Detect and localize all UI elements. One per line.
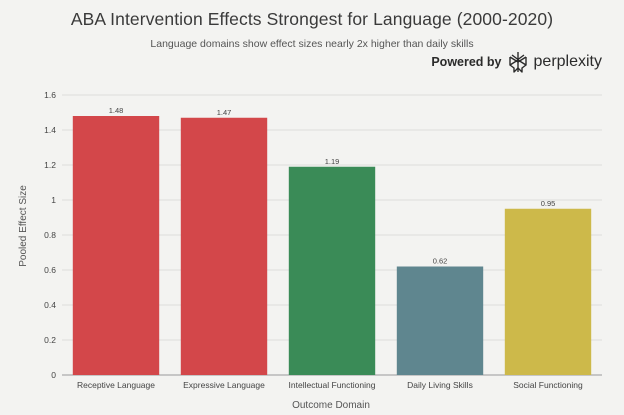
y-tick-label: 0.4: [44, 300, 56, 310]
brand-prefix: Powered by: [431, 55, 502, 69]
data-label: 0.62: [433, 257, 448, 266]
y-tick-label: 1.6: [44, 90, 56, 100]
x-axis-title: Outcome Domain: [292, 400, 370, 411]
bar: [72, 116, 160, 375]
x-category-label: Intellectual Functioning: [289, 380, 376, 390]
y-axis-title: Pooled Effect Size: [18, 185, 29, 267]
data-label: 1.48: [109, 106, 124, 115]
y-tick-label: 1.2: [44, 160, 56, 170]
bar: [396, 266, 484, 375]
x-category-label: Expressive Language: [183, 380, 265, 390]
y-tick-label: 1.4: [44, 125, 56, 135]
x-category-label: Daily Living Skills: [407, 380, 473, 390]
bar: [180, 117, 268, 375]
chart-title: ABA Intervention Effects Strongest for L…: [70, 9, 554, 29]
chart-subtitle: Language domains show effect sizes nearl…: [150, 38, 474, 50]
bar: [504, 208, 592, 375]
data-label: 1.47: [217, 108, 232, 117]
x-category-label: Social Functioning: [513, 380, 583, 390]
powered-by-badge: Powered by perplexity: [431, 51, 602, 73]
bar: [288, 166, 376, 375]
y-tick-label: 0.2: [44, 335, 56, 345]
y-tick-label: 1: [51, 195, 56, 205]
perplexity-logo-icon: [508, 52, 527, 73]
y-tick-label: 0.8: [44, 230, 56, 240]
data-label: 1.19: [325, 157, 340, 166]
y-tick-label: 0.6: [44, 265, 56, 275]
brand-name: perplexity: [533, 53, 602, 70]
x-category-label: Receptive Language: [77, 380, 155, 390]
data-label: 0.95: [541, 199, 556, 208]
y-tick-label: 0: [51, 370, 56, 380]
